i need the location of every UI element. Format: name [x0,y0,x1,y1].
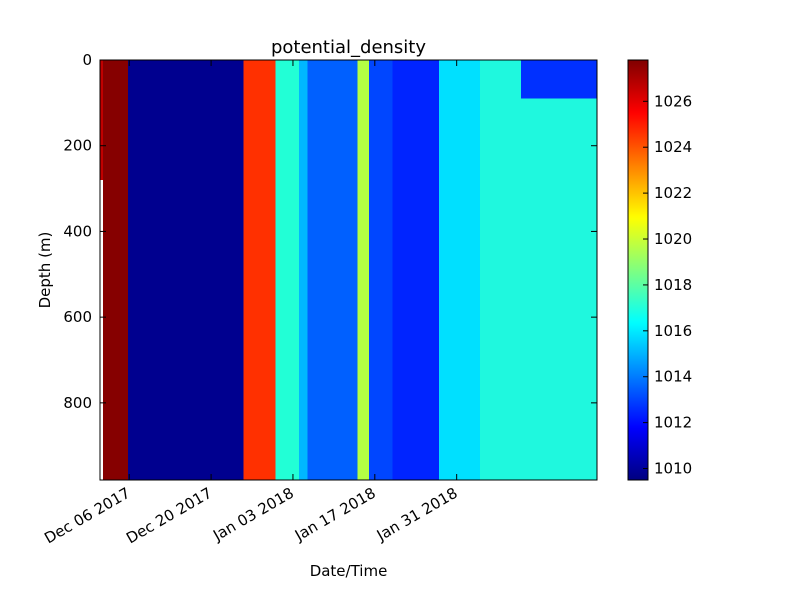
heatmap-region-6 [307,60,358,480]
chart-title: potential_density [271,37,426,58]
heatmap-region-1 [102,60,128,480]
x-tick-label-2018-01-17: Jan 17 2018 [291,484,379,545]
y-tick-label-400: 400 [63,222,92,240]
y-axis: 0 200 400 600 800 [63,51,597,412]
y-tick-label-600: 600 [63,308,92,326]
heatmap-region-10 [439,60,481,480]
heatmap-cells [100,60,597,481]
colorbar-tick-label-1022: 1022 [654,184,692,202]
colorbar-tick-label-1012: 1012 [654,414,692,432]
x-axis-label: Date/Time [310,562,388,580]
heatmap-region-4 [275,60,299,480]
x-tick-label-2017-12-06: Dec 06 2017 [41,484,133,548]
heatmap-region-0 [100,60,103,180]
colorbar-tick-label-1010: 1010 [654,460,692,478]
heatmap-region-9 [392,60,440,480]
x-tick-label-2018-01-03: Jan 03 2018 [209,484,297,545]
colorbar-tick-label-1014: 1014 [654,368,692,386]
y-tick-label-200: 200 [63,137,92,155]
x-tick-label-2017-12-20: Dec 20 2017 [123,484,215,548]
heatmap-region-5 [298,60,308,480]
colorbar-tick-label-1016: 1016 [654,322,692,340]
colorbar-bar [627,59,649,481]
colorbar-tick-label-1018: 1018 [654,276,692,294]
y-tick-label-800: 800 [63,394,92,412]
y-tick-label-0: 0 [82,51,92,69]
colorbar [627,59,649,481]
heatmap-region-11 [480,98,597,481]
heatmap-region-2 [127,60,244,480]
x-tick-label-2018-01-31: Jan 31 2018 [373,484,461,545]
heatmap-region-3 [243,60,276,480]
colorbar-tick-label-1024: 1024 [654,138,692,156]
heatmap-region-13 [520,60,597,99]
heatmap-region-12 [480,60,521,99]
heatmap-region-8 [368,60,393,480]
plot-frame [99,59,598,481]
colorbar-tick-label-1026: 1026 [654,92,692,110]
colorbar-ticks: 1010 1012 1014 1016 1018 1020 1022 1024 1026 [643,92,692,478]
colorbar-tick-label-1020: 1020 [654,230,692,248]
heatmap-region-7 [357,60,369,480]
y-axis-label: Depth (m) [36,232,54,309]
